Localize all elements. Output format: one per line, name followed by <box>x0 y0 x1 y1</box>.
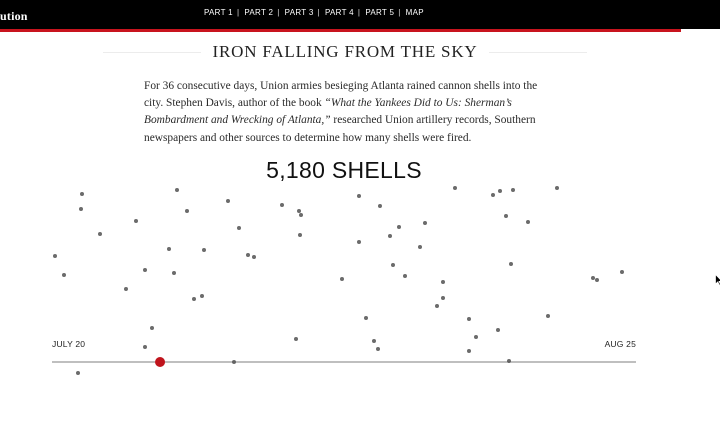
shell-dot <box>595 278 599 282</box>
shell-dot <box>418 245 422 249</box>
shell-dot <box>555 186 559 190</box>
parts-nav: PART 1 | PART 2 | PART 3 | PART 4 | PART 5 | … <box>204 8 424 17</box>
section-heading: IRON FALLING FROM THE SKY <box>103 42 588 62</box>
header-accent-line <box>0 29 681 32</box>
shell-dot <box>167 247 171 251</box>
shell-dot <box>299 213 303 217</box>
shell-dot <box>143 345 147 349</box>
shell-dot <box>175 188 179 192</box>
shell-dot <box>441 280 445 284</box>
shell-dot <box>79 207 83 211</box>
shell-dot <box>504 214 508 218</box>
shell-dot <box>134 219 138 223</box>
shell-dot <box>474 335 478 339</box>
shell-dot <box>467 349 471 353</box>
shell-dot <box>280 203 284 207</box>
shell-dot <box>364 316 368 320</box>
shell-dot <box>294 337 298 341</box>
shell-dot <box>76 371 80 375</box>
intro-text-start: For 36 consecutive days, Union armies be… <box>144 80 538 110</box>
top-navigation-bar <box>0 0 720 29</box>
shell-dot <box>620 270 624 274</box>
timeline-progress-marker[interactable] <box>155 357 166 367</box>
shell-dot <box>192 297 196 301</box>
shell-dot <box>526 220 530 224</box>
shell-dot <box>185 209 189 213</box>
shell-dot <box>252 255 256 259</box>
shell-dot <box>376 347 380 351</box>
shell-dot <box>391 263 395 267</box>
heading-rule-right <box>489 51 588 53</box>
shell-dot <box>372 339 376 343</box>
shell-dot <box>397 225 401 229</box>
shell-dot <box>340 277 344 281</box>
shell-dot <box>80 192 84 196</box>
shell-dot <box>498 189 502 193</box>
shell-dot <box>546 314 550 318</box>
nav-map[interactable]: MAP <box>405 8 424 17</box>
shell-dot <box>378 204 382 208</box>
shell-dot <box>509 262 513 266</box>
nav-part-3[interactable]: PART 3 <box>284 8 314 17</box>
nav-separator: | <box>317 8 320 17</box>
site-brand[interactable]: ution <box>0 9 28 23</box>
intro-text-end: researched Union artillery records, Sout… <box>144 114 536 144</box>
shell-dot <box>511 188 515 192</box>
shell-dot <box>237 226 241 230</box>
intro-paragraph: For 36 consecutive days, Union armies be… <box>144 78 544 147</box>
shell-dot <box>246 253 250 257</box>
shell-dot <box>423 221 427 225</box>
shell-dot <box>357 240 361 244</box>
shell-dot <box>98 232 102 236</box>
shell-dot <box>453 186 457 190</box>
book-title: “What the Yankees Did to Us: Sherman’s B… <box>144 97 512 127</box>
shell-dot <box>53 254 57 258</box>
shell-dot <box>435 304 439 308</box>
timeline-end-label: AUG 25 <box>605 339 637 349</box>
shell-dot <box>298 233 302 237</box>
heading-rule-left <box>103 51 201 53</box>
mouse-cursor-icon <box>715 274 720 286</box>
nav-part-4[interactable]: PART 4 <box>324 8 354 17</box>
shell-dot <box>357 194 361 198</box>
nav-separator: | <box>277 8 280 17</box>
shell-dot <box>172 271 176 275</box>
shell-dot <box>388 234 392 238</box>
nav-separator: | <box>357 8 361 17</box>
shell-dot <box>202 248 206 252</box>
nav-part-2[interactable]: PART 2 <box>244 8 274 17</box>
nav-separator: | <box>398 8 401 17</box>
shell-dot <box>200 294 204 298</box>
shell-dot <box>124 287 128 291</box>
shell-dot <box>467 317 471 321</box>
shell-dot <box>441 296 445 300</box>
shell-dot <box>62 273 66 277</box>
nav-separator: | <box>236 8 240 17</box>
section-title: IRON FALLING FROM THE SKY <box>212 42 478 61</box>
shell-dot <box>403 274 407 278</box>
shell-count: 5,180 SHELLS <box>266 157 422 183</box>
shell-dot <box>496 328 500 332</box>
shell-dot <box>226 199 230 203</box>
shell-dots <box>53 186 624 375</box>
shell-dot <box>150 326 154 330</box>
timeline-start-label: JULY 20 <box>52 339 85 349</box>
shell-dot <box>297 209 301 213</box>
shell-dot <box>591 276 595 280</box>
nav-part-1[interactable]: PART 1 <box>204 8 233 17</box>
shell-dot <box>491 193 495 197</box>
nav-part-5[interactable]: PART 5 <box>365 8 395 17</box>
shell-dot <box>143 268 147 272</box>
